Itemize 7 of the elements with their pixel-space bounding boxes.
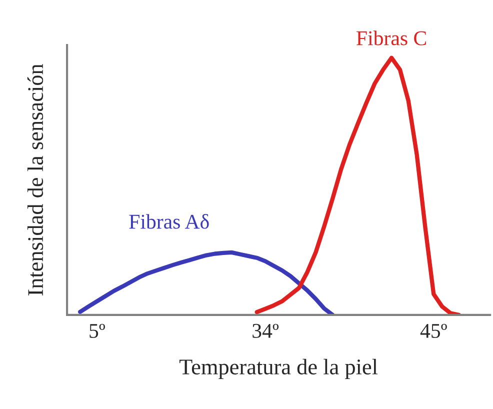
x-axis-title: Temperatura de la piel: [179, 358, 378, 379]
series-label: Fibras C: [356, 30, 426, 46]
series-label: Fibras Aδ: [129, 214, 209, 229]
x-tick-label: 45º: [420, 324, 447, 338]
x-tick-label: 34º: [252, 324, 279, 338]
y-axis-title: Intensidad de la sensación: [27, 64, 44, 296]
x-tick-label: 5º: [90, 324, 105, 338]
